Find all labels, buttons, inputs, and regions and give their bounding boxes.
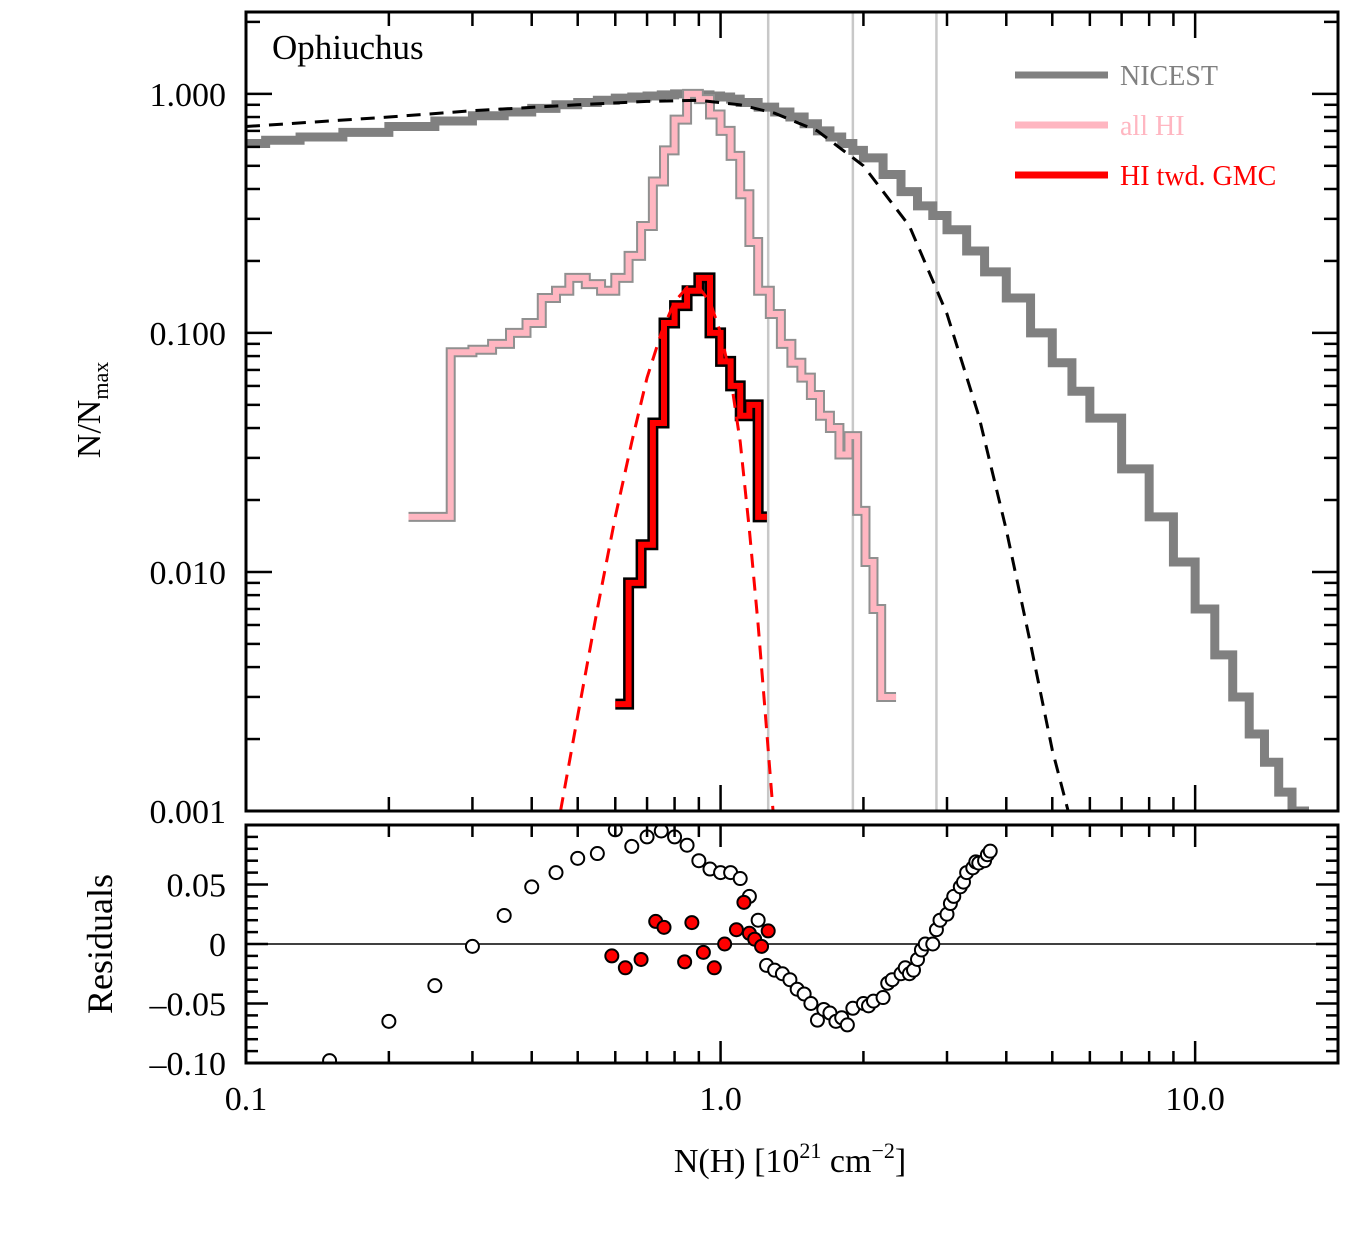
bottom-ytick-label: 0.05 (167, 868, 227, 905)
residual-point-nicest-residuals (750, 912, 766, 928)
residual-point-hi-twd-gmc-residuals (736, 894, 752, 910)
panel-title: Ophiuchus (272, 28, 424, 67)
residual-point-nicest-residuals (427, 978, 443, 994)
series-line-nicest (246, 89, 1309, 811)
top-ytick-label: 0.100 (150, 316, 227, 353)
top-axes-frame (244, 10, 1340, 813)
series-line-all-hi (408, 90, 897, 700)
residual-point-hi-twd-gmc-residuals (677, 954, 693, 970)
legend: NICEST all HI HI twd. GMC (1015, 61, 1276, 192)
top-panel: 0.001 0.010 0.100 1.000 Ophiuchus N/Nmax NI… (71, 10, 1340, 831)
residual-point-nicest-residuals (982, 843, 998, 859)
dashed-fit-4 (559, 285, 775, 811)
residual-point-nicest-residuals (624, 838, 640, 854)
residual-points (322, 825, 998, 1063)
residual-point-nicest-residuals (570, 850, 586, 866)
residual-point-nicest-residuals (589, 846, 605, 862)
residual-point-hi-twd-gmc-residuals (617, 960, 633, 976)
vertical-lines (766, 12, 938, 811)
bottom-ytick-label: 0 (209, 927, 226, 964)
bottom-ytick-label: –0.05 (149, 987, 227, 1024)
bottom-ticks: –0.10 –0.05 0 0.05 (149, 825, 1340, 1083)
residual-point-nicest-residuals (548, 865, 564, 881)
residual-point-hi-twd-gmc-residuals (684, 915, 700, 931)
legend-label-hi-twd-gmc: HI twd. GMC (1120, 161, 1276, 192)
residual-point-nicest-residuals (809, 1012, 825, 1028)
top-ytick-label: 0.001 (150, 794, 227, 831)
xtick-label: 1.0 (699, 1081, 742, 1118)
bottom-ylabel: Residuals (80, 874, 120, 1014)
xlabel-exp2: −2 (871, 1138, 894, 1163)
residual-point-nicest-residuals (732, 871, 748, 887)
residual-point-nicest-residuals (464, 938, 480, 954)
top-ytick-label: 1.000 (150, 77, 227, 114)
xlabel-exp1: 21 (799, 1138, 821, 1163)
residual-point-nicest-residuals (524, 879, 540, 895)
residual-point-hi-twd-gmc-residuals (760, 923, 776, 939)
top-ylabel: N/Nmax (71, 362, 113, 458)
bottom-ytick-label: –0.10 (149, 1046, 227, 1083)
xtick-label: 10.0 (1165, 1081, 1225, 1118)
residual-point-hi-twd-gmc-residuals (706, 960, 722, 976)
ylabel-sub: max (88, 362, 113, 400)
residual-point-hi-twd-gmc-residuals (717, 936, 733, 952)
xlabel-main: N(H) [10 (674, 1143, 800, 1180)
residual-point-nicest-residuals (803, 996, 819, 1011)
series-group (246, 88, 1309, 811)
legend-label-nicest: NICEST (1120, 61, 1218, 92)
top-ytick-label: 0.010 (150, 555, 227, 592)
residual-point-nicest-residuals (925, 936, 941, 952)
legend-label-all-hi: all HI (1120, 111, 1185, 142)
xlabel-unit: cm (821, 1143, 871, 1180)
residual-point-hi-twd-gmc-residuals (754, 938, 770, 954)
residual-point-hi-twd-gmc-residuals (633, 951, 649, 967)
ylabel-main: N/N (71, 400, 108, 459)
residual-point-nicest-residuals (839, 1017, 855, 1033)
xlabel-close: ] (895, 1143, 906, 1180)
residual-point-nicest-residuals (875, 990, 891, 1006)
dashed-fit-3 (246, 98, 1070, 811)
bottom-panel: –0.10 –0.05 0 0.05 Residuals 0.1 1.0 10.0 N(H… (80, 823, 1340, 1180)
x-tick-labels: 0.1 1.0 10.0 (225, 1081, 1225, 1118)
residual-point-hi-twd-gmc-residuals (695, 944, 711, 960)
residual-point-nicest-residuals (653, 825, 669, 839)
residual-point-nicest-residuals (679, 837, 695, 853)
residual-point-hi-twd-gmc-residuals (728, 922, 744, 938)
xtick-label: 0.1 (225, 1081, 268, 1118)
residual-point-hi-twd-gmc-residuals (656, 919, 672, 935)
series-line-hi-twd-gmc (615, 274, 767, 708)
residual-point-nicest-residuals (691, 853, 707, 869)
x-axis-label: N(H) [1021 cm−2] (674, 1138, 906, 1180)
residual-point-nicest-residuals (496, 907, 512, 923)
residual-point-nicest-residuals (322, 1053, 338, 1063)
top-ticks: 0.001 0.010 0.100 1.000 (150, 12, 1340, 831)
residual-point-hi-twd-gmc-residuals (604, 948, 620, 964)
residual-point-nicest-residuals (381, 1013, 397, 1029)
